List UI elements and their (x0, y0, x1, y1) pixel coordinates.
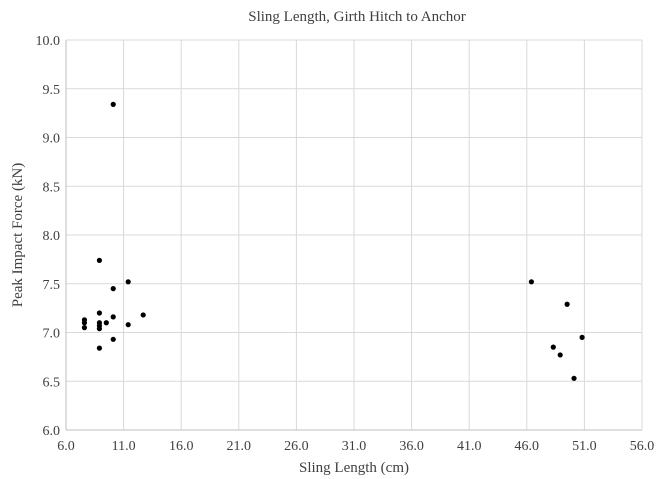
data-point (571, 375, 577, 381)
data-point (110, 101, 116, 107)
x-tick-label: 26.0 (284, 439, 309, 454)
data-point (579, 334, 585, 340)
data-point (550, 344, 556, 350)
x-tick-label: 6.0 (57, 439, 75, 454)
tick-labels: 6.0 11.0 16.0 21.0 26.0 31.0 36.0 41.0 46.0 51.0 5… (36, 34, 655, 454)
y-tick-label: 9.0 (43, 132, 61, 147)
data-point (81, 320, 88, 326)
x-tick-label: 56.0 (630, 439, 655, 454)
data-point (110, 286, 116, 292)
y-tick-label: 7.0 (43, 327, 61, 342)
chart-title: Sling Length, Girth Hitch to Anchor (248, 9, 465, 25)
y-tick-label: 10.0 (36, 34, 61, 49)
y-tick-label: 8.0 (43, 229, 61, 244)
data-point (81, 325, 88, 331)
x-tick-label: 16.0 (169, 439, 194, 454)
data-point (110, 314, 116, 320)
data-points (81, 101, 585, 381)
grid (65, 39, 643, 430)
y-tick-label: 7.5 (43, 278, 61, 293)
data-point (103, 320, 109, 326)
x-tick-label: 51.0 (572, 439, 597, 454)
y-axis-title: Peak Impact Force (kN) (10, 163, 26, 308)
x-tick-label: 11.0 (112, 439, 136, 454)
x-tick-label: 21.0 (227, 439, 252, 454)
data-point (96, 310, 103, 316)
data-point (96, 345, 103, 351)
x-tick-label: 36.0 (399, 439, 424, 454)
data-point (125, 279, 131, 285)
data-point (564, 301, 570, 307)
x-tick-label: 41.0 (457, 439, 482, 454)
axes (65, 40, 642, 431)
data-point (96, 257, 103, 263)
data-point (110, 336, 116, 342)
data-point (557, 352, 563, 358)
data-point (140, 312, 146, 318)
x-tick-label: 46.0 (515, 439, 540, 454)
y-tick-label: 6.0 (43, 424, 61, 439)
y-tick-label: 6.5 (43, 375, 61, 390)
y-tick-label: 9.5 (43, 83, 61, 98)
data-point (528, 279, 535, 285)
data-point (125, 322, 131, 328)
x-tick-label: 31.0 (342, 439, 367, 454)
data-point (96, 326, 103, 332)
x-axis-title: Sling Length (cm) (299, 460, 409, 476)
y-tick-label: 8.5 (43, 180, 61, 195)
